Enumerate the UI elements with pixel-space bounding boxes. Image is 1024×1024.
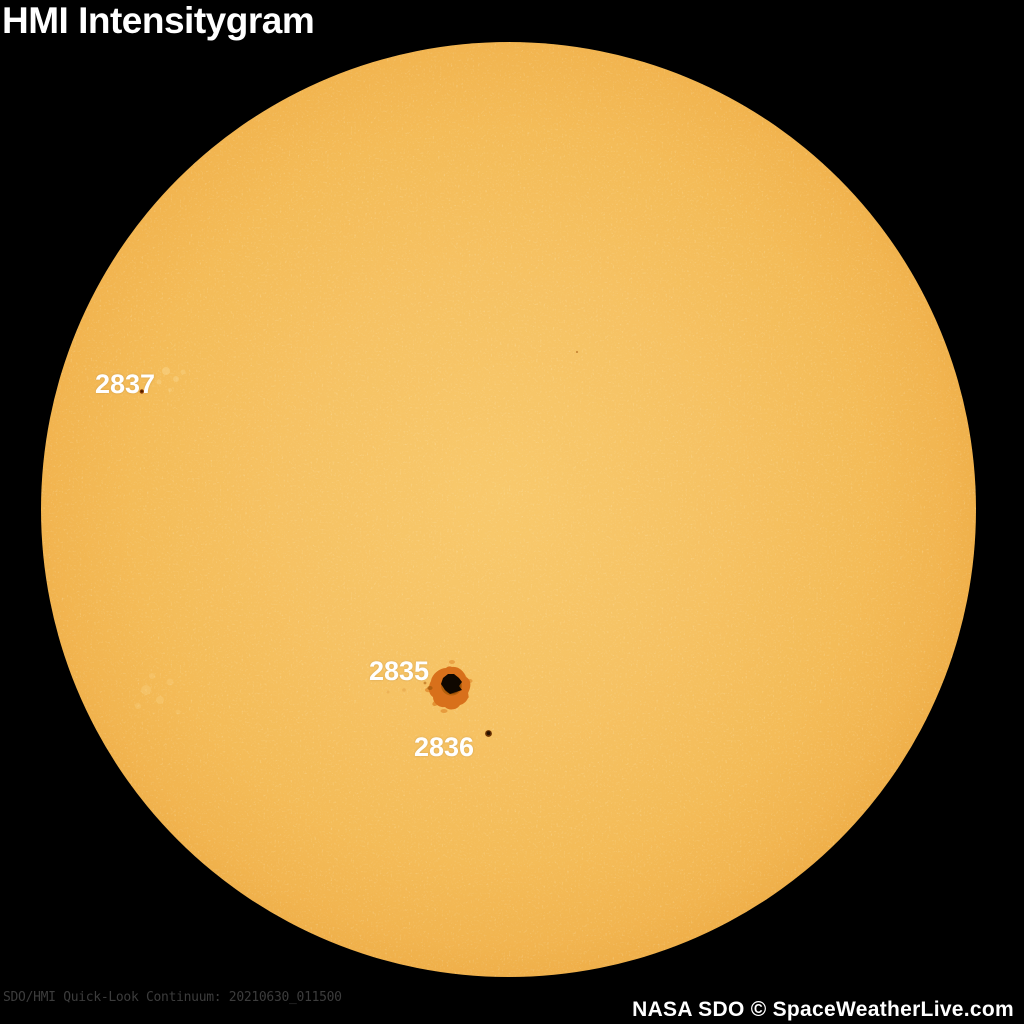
faculae-region-2837 <box>156 367 186 392</box>
sunspot-2835-marker <box>386 660 473 713</box>
footer-caption: SDO/HMI Quick-Look Continuum: 20210630_0… <box>3 990 342 1005</box>
footer-credit: NASA SDO © SpaceWeatherLive.com <box>632 998 1014 1021</box>
sunspot-2836-marker <box>485 730 492 737</box>
sunspot-2837-marker <box>139 389 144 394</box>
faint-pore <box>575 350 579 354</box>
faculae-region-limb <box>135 673 181 715</box>
image-title: HMI Intensitygram <box>2 0 315 41</box>
sunspot-label-2835: 2835 <box>369 656 430 686</box>
sunspot-label-2837: 2837 <box>95 369 156 399</box>
sunspot-label-2836: 2836 <box>414 732 475 762</box>
